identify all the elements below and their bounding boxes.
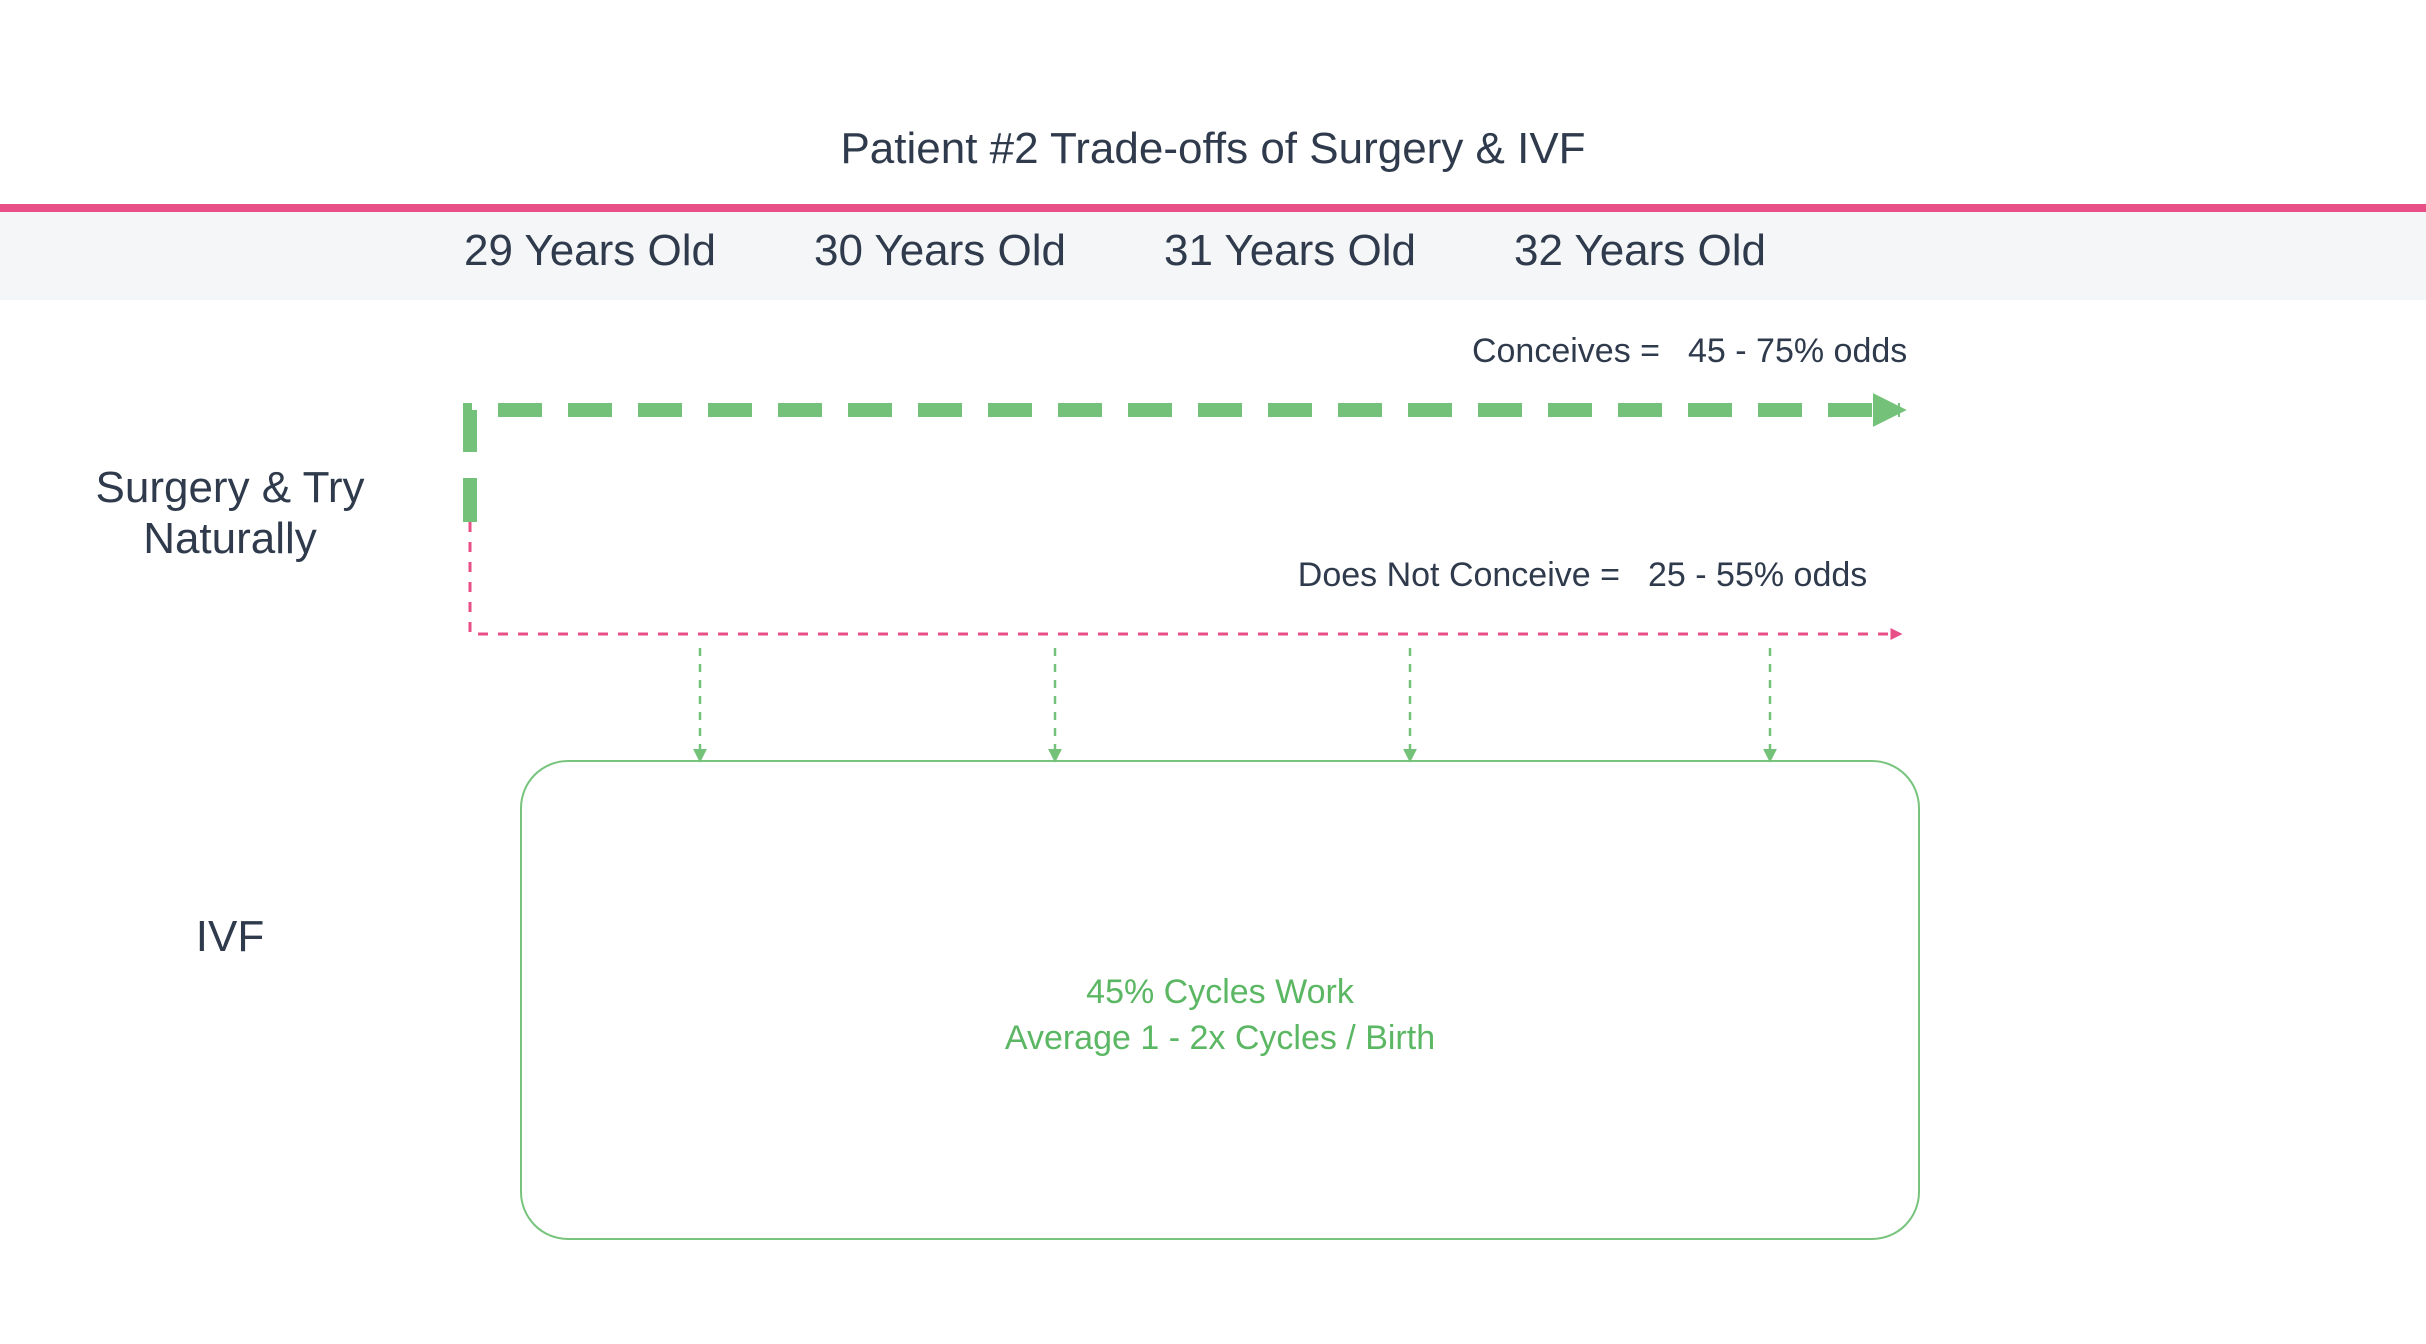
arrow-conceive bbox=[470, 410, 1900, 522]
arrows-layer bbox=[0, 0, 2426, 1344]
arrow-not-conceive bbox=[470, 522, 1900, 634]
